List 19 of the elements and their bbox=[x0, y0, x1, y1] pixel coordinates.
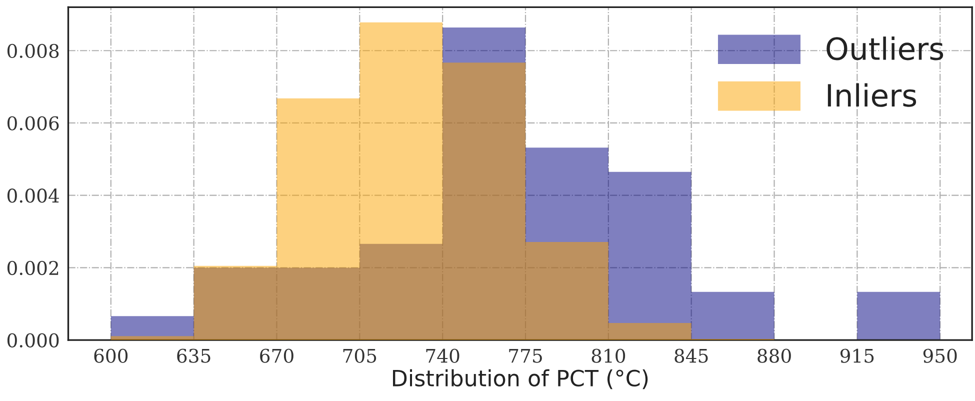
x-tick-label: 600 bbox=[94, 348, 128, 363]
x-tick-label: 775 bbox=[509, 348, 542, 363]
x-tick-label: 810 bbox=[592, 348, 626, 363]
x-tick-label: 740 bbox=[426, 348, 460, 363]
y-tick-label: 0.002 bbox=[7, 260, 58, 276]
x-tick-label: 950 bbox=[923, 348, 957, 363]
x-tick-label: 845 bbox=[674, 348, 708, 363]
y-tick-label: 0.004 bbox=[7, 188, 59, 203]
legend-label: Inliers bbox=[828, 83, 916, 107]
y-tick-label: 0.000 bbox=[7, 333, 59, 348]
x-tick-label: 915 bbox=[840, 348, 874, 363]
x-tick-label: 670 bbox=[260, 348, 294, 363]
x-tick-label: 705 bbox=[343, 348, 376, 363]
y-tick-label: 0.008 bbox=[7, 44, 59, 58]
legend-label: Outliers bbox=[826, 36, 944, 60]
x-axis-title: Distribution of PCT (°C) bbox=[392, 369, 648, 390]
x-tick-label: 880 bbox=[758, 348, 791, 363]
y-tick-label: 0.006 bbox=[7, 116, 59, 130]
x-tick-label: 635 bbox=[177, 348, 210, 363]
